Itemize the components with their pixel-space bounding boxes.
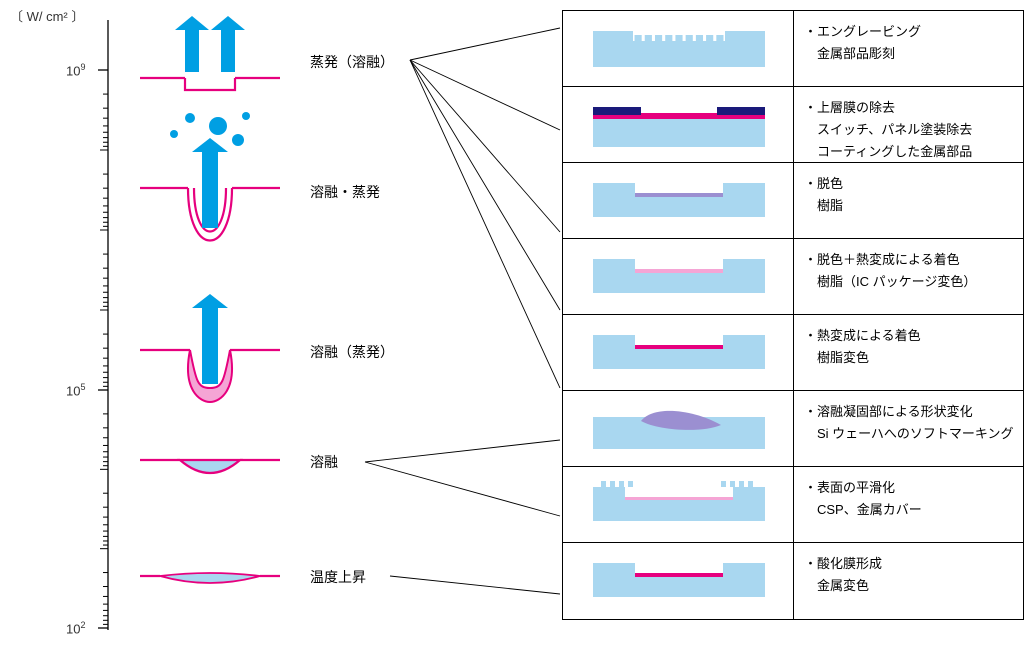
row-text-0: ・エングレービング金属部品彫刻 — [794, 11, 1023, 86]
unit-label: 〔 W/ cm² 〕 — [10, 6, 84, 25]
row-diagram-7 — [563, 543, 794, 619]
row-diagram-1 — [563, 87, 794, 162]
tick-2: 102 — [66, 620, 85, 636]
table-row: ・熱変成による着色樹脂変色 — [563, 315, 1023, 391]
table-row: ・溶融凝固部による形状変化Si ウェーハへのソフトマーキング — [563, 391, 1023, 467]
row-diagram-5 — [563, 391, 794, 466]
row-diagram-3 — [563, 239, 794, 314]
proc-4: 温度上昇 — [310, 567, 366, 587]
table-row: ・脱色樹脂 — [563, 163, 1023, 239]
proc-2: 溶融（蒸発） — [310, 342, 394, 362]
row-text-3: ・脱色＋熱変成による着色樹脂（IC パッケージ変色） — [794, 239, 1023, 314]
proc-1: 溶融・蒸発 — [310, 182, 380, 202]
row-text-1: ・上層膜の除去スイッチ、パネル塗装除去 コーティングした金属部品 — [794, 87, 1023, 162]
row-diagram-4 — [563, 315, 794, 390]
table-row: ・上層膜の除去スイッチ、パネル塗装除去 コーティングした金属部品 — [563, 87, 1023, 163]
row-text-6: ・表面の平滑化CSP、金属カバー — [794, 467, 1023, 542]
applications-table: ・エングレービング金属部品彫刻・上層膜の除去スイッチ、パネル塗装除去 コーティン… — [562, 10, 1024, 620]
proc-0: 蒸発（溶融） — [310, 52, 394, 72]
table-row: ・脱色＋熱変成による着色樹脂（IC パッケージ変色） — [563, 239, 1023, 315]
table-row: ・エングレービング金属部品彫刻 — [563, 11, 1023, 87]
tick-0: 109 — [66, 62, 85, 78]
row-diagram-6 — [563, 467, 794, 542]
row-text-5: ・溶融凝固部による形状変化Si ウェーハへのソフトマーキング — [794, 391, 1023, 466]
proc-3: 溶融 — [310, 452, 338, 472]
table-row: ・表面の平滑化CSP、金属カバー — [563, 467, 1023, 543]
row-text-7: ・酸化膜形成金属変色 — [794, 543, 1023, 619]
tick-1: 105 — [66, 382, 85, 398]
row-diagram-0 — [563, 11, 794, 86]
row-text-4: ・熱変成による着色樹脂変色 — [794, 315, 1023, 390]
table-row: ・酸化膜形成金属変色 — [563, 543, 1023, 619]
row-diagram-2 — [563, 163, 794, 238]
row-text-2: ・脱色樹脂 — [794, 163, 1023, 238]
